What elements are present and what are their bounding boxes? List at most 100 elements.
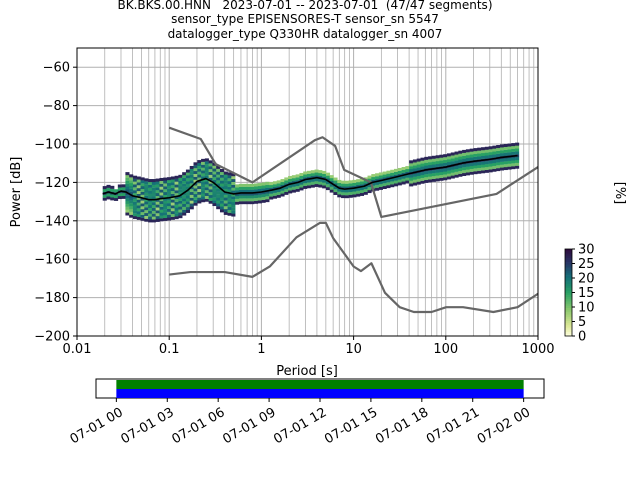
heatmap-cell [129, 211, 134, 215]
heatmap-cell [170, 202, 175, 206]
heatmap-cell [114, 195, 119, 199]
heatmap-cell [446, 170, 452, 174]
heatmap-cell [178, 206, 183, 210]
heatmap-cell [272, 187, 278, 191]
heatmap-cell [507, 163, 512, 167]
heatmap-cell [231, 201, 236, 206]
heatmap-cell [163, 209, 168, 213]
colorbar-segment [565, 277, 572, 280]
heatmap-cell [151, 219, 156, 223]
heatmap-cell [174, 204, 179, 208]
heatmap-cell [382, 177, 387, 181]
heatmap-cell [261, 194, 266, 198]
heatmap-cell [412, 162, 418, 166]
heatmap-cell [499, 150, 505, 154]
heatmap-cell [503, 143, 508, 148]
heatmap-cell [151, 187, 156, 191]
heatmap-cell [132, 178, 138, 182]
colorbar-tick-label: 0 [578, 330, 586, 345]
heatmap-cell [431, 173, 436, 177]
heatmap-cell [140, 209, 145, 213]
heatmap-cell [155, 187, 160, 191]
heatmap-cell [197, 171, 202, 175]
heatmap-cell [201, 181, 206, 185]
heatmap-cell [140, 188, 145, 192]
heatmap-cell [163, 189, 168, 193]
heatmap-cell [204, 175, 209, 179]
heatmap-cell [189, 200, 194, 204]
heatmap-cell [174, 195, 179, 199]
heatmap-cell [140, 214, 145, 218]
heatmap-cell [405, 166, 410, 170]
heatmap-cell [219, 209, 225, 213]
heatmap-cell [488, 154, 493, 158]
heatmap-cell [363, 191, 368, 195]
heatmap-cell [394, 174, 399, 178]
heatmap-cell [155, 201, 160, 205]
heatmap-cell [182, 180, 187, 184]
heatmap-cell [515, 159, 520, 163]
y-tick-label: −60 [43, 61, 70, 76]
heatmap-cell [458, 150, 463, 154]
heatmap-cell [299, 187, 304, 191]
colorbar-segment [565, 268, 572, 272]
heatmap-cell [167, 205, 172, 209]
heatmap-cell [219, 197, 225, 201]
heatmap-cell [136, 185, 141, 189]
heatmap-cell [174, 213, 179, 217]
heatmap-cell [299, 184, 304, 188]
heatmap-cell [469, 157, 474, 161]
heatmap-cell [219, 186, 225, 190]
heatmap-cell [269, 193, 274, 197]
heatmap-cell [193, 170, 198, 174]
heatmap-cell [295, 183, 300, 187]
heatmap-cell [216, 174, 221, 178]
heatmap-cell [178, 186, 183, 190]
heatmap-cell [446, 173, 452, 177]
heatmap-cell [382, 183, 387, 187]
heatmap-cell [155, 218, 160, 222]
heatmap-cell [405, 171, 410, 175]
heatmap-cell [473, 162, 478, 166]
heatmap-cell [454, 157, 459, 161]
heatmap-cell [216, 191, 221, 195]
heatmap-cell [212, 185, 217, 189]
heatmap-cell [151, 181, 156, 185]
heatmap-cell [136, 196, 141, 200]
heatmap-cell [219, 203, 225, 207]
heatmap-cell [246, 186, 251, 190]
heatmap-cell [276, 183, 281, 187]
figure-title-line-2: sensor_type EPISENSORES-T sensor_sn 5547 [171, 12, 439, 26]
heatmap-cell [125, 200, 130, 204]
heatmap-cell [291, 175, 296, 179]
heatmap-cell [159, 183, 164, 187]
heatmap-cell [390, 175, 395, 179]
heatmap-cell [227, 172, 232, 176]
heatmap-cell [125, 212, 130, 216]
heatmap-cell [144, 207, 149, 211]
heatmap-cell [390, 181, 395, 185]
heatmap-cell [435, 155, 440, 159]
heatmap-cell [465, 172, 470, 176]
heatmap-cell [394, 183, 399, 187]
heatmap-cell [352, 182, 357, 186]
heatmap-cell [151, 210, 156, 214]
heatmap-cell [235, 193, 240, 197]
heatmap-cell [382, 174, 387, 178]
heatmap-cell [314, 181, 319, 185]
heatmap-cell [178, 209, 183, 213]
heatmap-cell [269, 196, 274, 200]
heatmap-cell [492, 168, 497, 172]
heatmap-cell [314, 172, 319, 176]
heatmap-cell [412, 176, 418, 180]
heatmap-cell [416, 164, 421, 168]
colorbar-segment [565, 262, 572, 265]
heatmap-cell [511, 143, 516, 147]
heatmap-cell [314, 178, 319, 182]
heatmap-cell [216, 197, 221, 201]
heatmap-cell [515, 151, 520, 155]
heatmap-cell [265, 193, 270, 197]
heatmap-cell [303, 185, 308, 189]
mode-line [102, 154, 518, 201]
heatmap-cell [174, 187, 179, 191]
